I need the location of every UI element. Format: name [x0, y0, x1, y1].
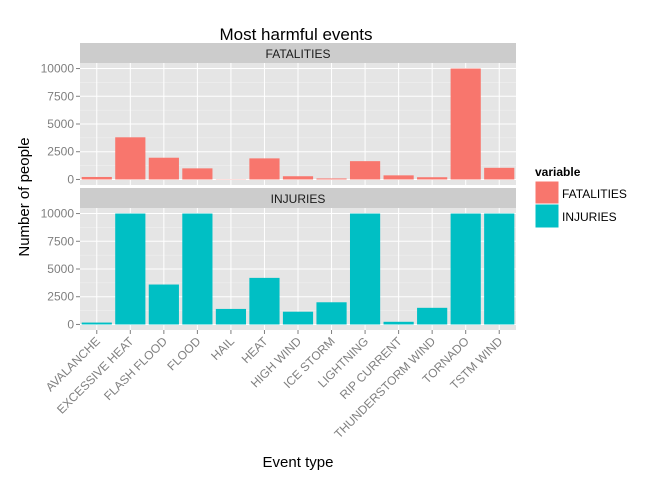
y-tick-label: 2500 [47, 290, 74, 304]
y-tick-label: 2500 [47, 145, 74, 159]
y-tick-label: 5000 [47, 117, 74, 131]
facet-strip-fatalities [80, 43, 516, 63]
bars-injuries [81, 213, 515, 325]
bar-fatalities [383, 175, 414, 180]
bar-fatalities [417, 177, 448, 180]
bar-injuries [148, 284, 179, 325]
x-axis-label: Event type [263, 454, 334, 471]
bar-fatalities [115, 137, 146, 180]
y-tick-label: 0 [67, 172, 74, 186]
bar-fatalities [484, 167, 515, 180]
panel-fatalities: FATALITIES 0 2500 5000 7500 10000 [41, 43, 516, 186]
y-tick-label: 10000 [41, 207, 75, 221]
y-ticks-injuries: 0 2500 5000 7500 10000 [41, 207, 80, 331]
bar-fatalities [249, 158, 280, 180]
bar-injuries [81, 322, 112, 325]
y-axis-label: Number of people [16, 137, 33, 256]
bar-fatalities [349, 161, 381, 180]
y-tick-label: 7500 [47, 234, 74, 248]
x-tick-label: HAIL [208, 334, 237, 363]
bar-fatalities [148, 157, 179, 180]
gridlines-fatalities [80, 63, 516, 185]
y-tick-label: 7500 [47, 89, 74, 103]
x-tick-label: FLOOD [164, 334, 203, 373]
bar-fatalities [81, 176, 112, 180]
bar-injuries [249, 277, 280, 325]
legend-key-fatalities [534, 180, 560, 206]
facet-strip-label-injuries: INJURIES [271, 192, 326, 206]
bar-injuries [182, 213, 213, 325]
bar-injuries [115, 213, 146, 325]
legend-key-injuries [534, 203, 560, 229]
bar-injuries [349, 213, 381, 325]
y-tick-label: 5000 [47, 262, 74, 276]
bar-injuries [484, 213, 515, 325]
bar-fatalities [182, 168, 213, 180]
legend-label-fatalities: FATALITIES [562, 187, 627, 201]
panel-injuries: INJURIES 0 2500 5000 7500 10000 [41, 188, 516, 331]
bar-fatalities [316, 178, 347, 180]
bar-injuries [417, 307, 448, 325]
bar-injuries [282, 311, 314, 325]
bar-injuries [215, 308, 247, 325]
chart-title: Most harmful events [219, 25, 372, 44]
legend: variable FATALITIES INJURIES [534, 165, 627, 229]
y-tick-label: 10000 [41, 62, 75, 76]
bar-injuries [316, 302, 347, 325]
bar-injuries [450, 213, 481, 325]
y-tick-label: 0 [67, 317, 74, 331]
bars-fatalities [81, 68, 515, 180]
bar-fatalities [450, 68, 481, 180]
facet-strip-injuries [80, 188, 516, 208]
y-ticks-fatalities: 0 2500 5000 7500 10000 [41, 62, 80, 186]
bar-fatalities [282, 176, 314, 180]
bar-injuries [383, 321, 414, 325]
facet-strip-label-fatalities: FATALITIES [266, 47, 331, 61]
legend-title: variable [535, 165, 581, 179]
legend-label-injuries: INJURIES [562, 210, 617, 224]
